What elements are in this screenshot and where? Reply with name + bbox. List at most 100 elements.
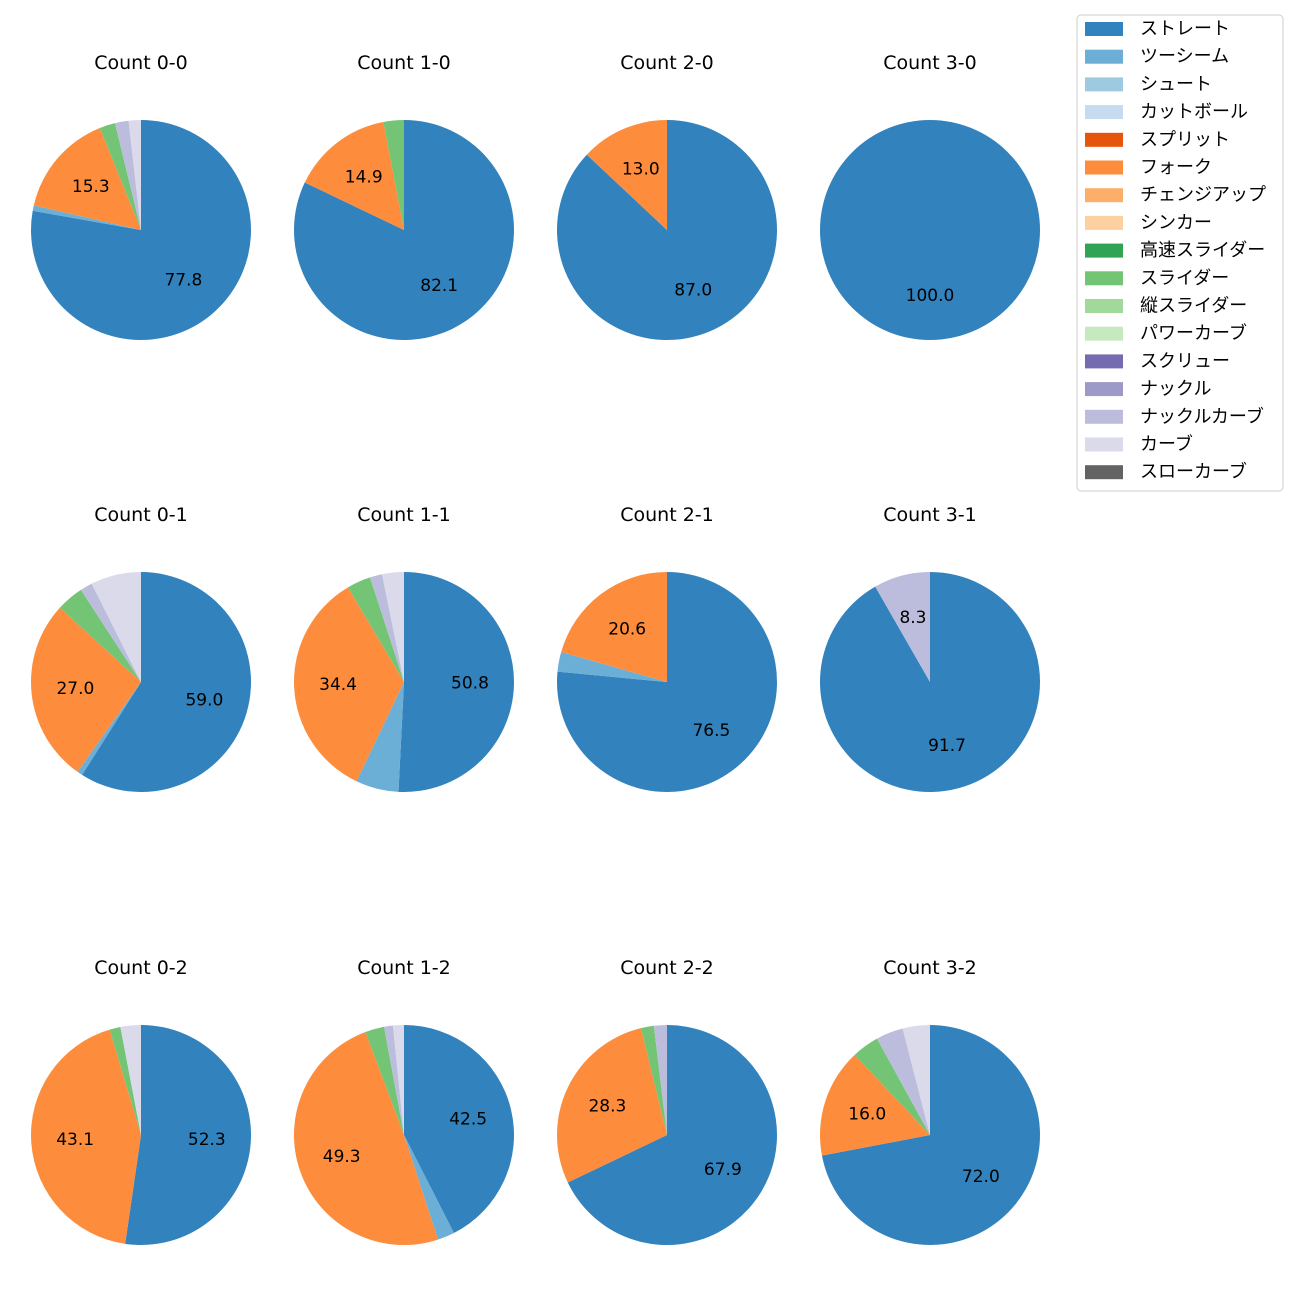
pie-charts: Count 0-077.815.3 Count 1-0 82.1 14.9 Count …: [30, 52, 1040, 1246]
pie-slice: [398, 571, 515, 793]
legend-swatch: [1085, 105, 1123, 120]
pie-slice: [293, 587, 404, 782]
legend-swatch: [1085, 382, 1123, 397]
legend-swatch: [1085, 188, 1123, 203]
pie-slice: [125, 1025, 252, 1246]
pie-slice: [31, 1029, 141, 1244]
pie-slice: [404, 1135, 454, 1240]
pie-slice: [348, 577, 404, 682]
slice-value-label: 43.1: [56, 1130, 94, 1150]
legend-label: シュート: [1140, 74, 1212, 95]
legend-swatch: [1085, 354, 1123, 369]
legend-item: シンカー: [1085, 212, 1212, 233]
pie-slice: [382, 572, 404, 682]
legend-item: チェンジアップ: [1085, 185, 1266, 206]
pie-slice: [114, 120, 141, 230]
legend-item: ナックル: [1085, 379, 1211, 400]
legend-swatch: [1085, 77, 1123, 92]
pie-slice: [561, 572, 667, 682]
pie-slice: [365, 1026, 404, 1135]
legend-item: ナックルカーブ: [1085, 405, 1264, 427]
legend-label: ナックル: [1140, 379, 1211, 400]
pie-slice: [77, 682, 141, 775]
slice-value-label: 42.5: [449, 1110, 487, 1130]
legend-label: チェンジアップ: [1140, 185, 1266, 206]
legend-label: シンカー: [1140, 212, 1212, 233]
pie-count-0-0: Count 0-0 77.8 15.3: [30, 52, 252, 340]
pie-title: Count 1-1: [357, 504, 451, 526]
pie-slice: [557, 651, 667, 682]
pie-title: Count 1-2: [357, 957, 451, 979]
legend-item: スライダー: [1085, 268, 1229, 289]
slice-value-label: 52.3: [188, 1130, 226, 1150]
slice-value-label: 76.5: [692, 721, 730, 741]
legend: ストレートツーシームシュートカットボールスプリットフォークチェンジアップシンカー…: [1076, 14, 1284, 492]
pie-slice: [109, 1026, 141, 1135]
legend-item: フォーク: [1085, 157, 1212, 178]
slice-value-label: 8.3: [899, 608, 926, 628]
slice-value-label: 72.0: [962, 1167, 1000, 1187]
pie-slice: [902, 1025, 930, 1135]
legend-label: ナックルカーブ: [1140, 405, 1264, 427]
legend-item: スプリット: [1085, 129, 1230, 150]
slice-value-label: 16.0: [848, 1105, 886, 1125]
legend-item: ストレート: [1085, 19, 1230, 40]
pie-count-1-1: Count 1-1 50.8 34.4: [293, 504, 515, 793]
legend-swatch: [1085, 409, 1123, 424]
slice-value-label: 27.0: [56, 679, 94, 699]
legend-label: 縦スライダー: [1140, 296, 1247, 317]
legend-item: 縦スライダー: [1085, 296, 1247, 317]
pie-title: Count 3-1: [883, 504, 977, 526]
pie-slice: [356, 682, 404, 792]
pie-slice: [33, 127, 141, 230]
pie-slice: [854, 1038, 930, 1135]
legend-swatch: [1085, 132, 1123, 147]
pie-slice: [820, 120, 1040, 340]
pie-title: Count 2-0: [620, 52, 714, 74]
pie-slice: [392, 1025, 404, 1135]
legend-swatch: [1085, 326, 1123, 341]
slice-value-label: 13.0: [622, 159, 660, 179]
legend-label: ストレート: [1140, 19, 1230, 40]
legend-label: カーブ: [1140, 433, 1193, 455]
legend-item: カットボール: [1085, 102, 1248, 123]
legend-label: スクリュー: [1140, 351, 1230, 372]
legend-swatch: [1085, 465, 1123, 480]
pie-slice: [404, 1025, 514, 1234]
pie-title: Count 0-1: [94, 504, 188, 526]
pie-slice: [819, 1054, 930, 1156]
legend-swatch: [1085, 22, 1123, 36]
legend-label: ツーシーム: [1140, 46, 1229, 67]
pie-slice: [383, 120, 404, 230]
legend-swatch: [1085, 160, 1123, 175]
legend-swatch: [1085, 271, 1123, 286]
slice-value-label: 14.9: [345, 168, 383, 188]
pie-slice: [640, 1025, 667, 1135]
pie-slice: [80, 583, 141, 682]
pie-title: Count 0-0: [94, 52, 188, 74]
pie-slice: [32, 205, 141, 230]
pie-slice: [557, 1028, 667, 1183]
legend-item: ツーシーム: [1085, 46, 1229, 67]
slice-value-label: 28.3: [588, 1097, 626, 1117]
pie-title: Count 0-2: [94, 957, 188, 979]
slice-value-label: 91.7: [928, 736, 966, 756]
slice-value-label: 82.1: [420, 276, 458, 296]
legend-item: スローカーブ: [1085, 461, 1247, 483]
pie-slice: [294, 1031, 438, 1245]
slice-value-label: 20.6: [608, 619, 646, 639]
pie-title: Count 1-0: [357, 52, 451, 74]
pie-count-3-2: Count 3-2 72.0 16.0: [819, 957, 1040, 1246]
pie-count-1-2: Count 1-2 42.5 49.3: [294, 957, 514, 1245]
legend-item: 高速スライダー: [1085, 240, 1265, 261]
pie-title: Count 3-0: [883, 52, 977, 74]
pie-slice: [653, 1025, 667, 1135]
slice-value-label: 34.4: [319, 675, 357, 695]
pie-slice: [877, 1028, 930, 1135]
pie-count-2-0: Count 2-0 87.0 13.0: [557, 52, 778, 340]
pie-slice: [120, 1025, 141, 1135]
pie-title: Count 2-1: [620, 504, 714, 526]
pie-slice: [586, 120, 667, 230]
pie-slice: [370, 574, 404, 682]
